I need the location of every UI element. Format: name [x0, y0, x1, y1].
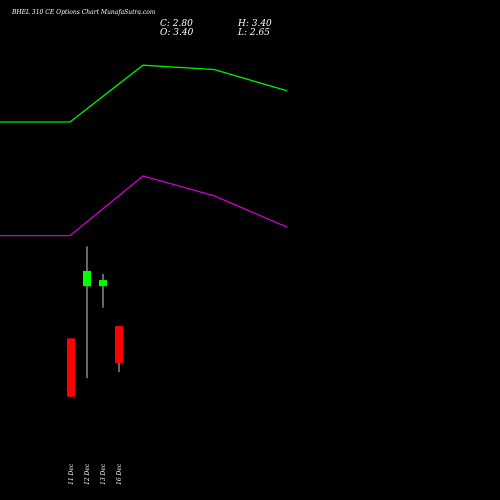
- x-tick-label: 12 Dec: [84, 463, 91, 485]
- x-tick-label: 11 Dec: [68, 463, 75, 485]
- candle-body: [83, 270, 91, 287]
- candle-body: [67, 338, 75, 397]
- candle-body: [99, 280, 107, 287]
- x-tick-label: 16 Dec: [116, 463, 123, 485]
- close-value: C: 2.80: [160, 19, 193, 29]
- chart-title: BHEL 310 CE Options Chart MunafaSutra.co…: [12, 9, 156, 16]
- line-green: [0, 64, 288, 123]
- x-tick-label: 13 Dec: [100, 463, 107, 485]
- low-value: L: 2.65: [238, 28, 270, 38]
- candle-body: [115, 326, 123, 363]
- open-value: O: 3.40: [160, 28, 194, 38]
- high-value: H: 3.40: [238, 19, 272, 29]
- line-magenta: [0, 175, 288, 237]
